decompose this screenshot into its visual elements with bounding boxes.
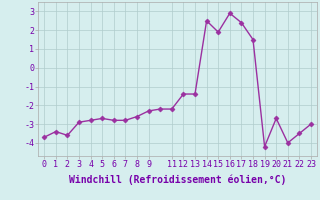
X-axis label: Windchill (Refroidissement éolien,°C): Windchill (Refroidissement éolien,°C) xyxy=(69,175,286,185)
